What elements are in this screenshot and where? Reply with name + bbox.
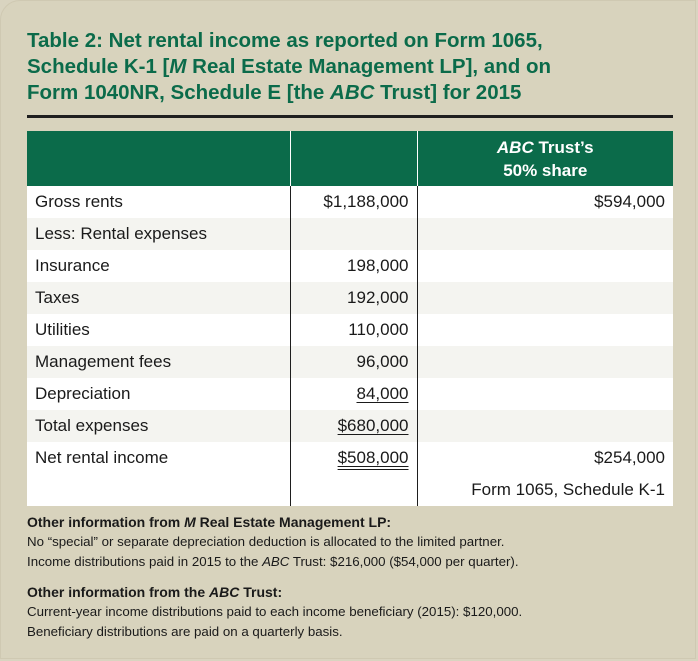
row-amount: 198,000 — [289, 250, 417, 282]
abc-heading-part: Trust: — [239, 584, 283, 600]
row-share — [416, 346, 673, 378]
m-notes-heading: Other information from M Real Estate Man… — [27, 512, 677, 532]
row-share: $254,000 Form 1065, Schedule K-1 — [416, 442, 673, 506]
header-share-c: 50% share — [503, 160, 588, 180]
header-col-share: ABC Trust’s 50% share — [416, 131, 673, 186]
table-row: Utilities 110,000 — [27, 314, 673, 346]
row-amount: 192,000 — [289, 282, 417, 314]
row-share-value: $254,000 — [594, 448, 665, 467]
abc-note-line: Current-year income distributions paid t… — [27, 604, 523, 619]
table-row: Gross rents $1,188,000 $594,000 — [27, 186, 673, 218]
row-amount-value: $508,000 — [337, 448, 409, 467]
m-note-part: Income distributions paid in 2015 to the — [27, 554, 263, 569]
table-row: Insurance 198,000 — [27, 250, 673, 282]
header-col-amount — [289, 131, 417, 186]
row-amount: 110,000 — [289, 314, 417, 346]
table-title: Table 2: Net rental income as reported o… — [27, 28, 677, 106]
row-share — [416, 282, 673, 314]
header-share-a: ABC — [496, 137, 534, 157]
row-share — [416, 250, 673, 282]
table-row: Taxes 192,000 — [27, 282, 673, 314]
notes-spacer — [27, 572, 677, 582]
row-label: Depreciation — [27, 378, 290, 410]
row-label: Less: Rental expenses — [27, 218, 290, 250]
row-label: Insurance — [27, 250, 290, 282]
row-share — [416, 410, 673, 442]
m-note-line: No “special” or separate depreciation de… — [27, 534, 505, 549]
m-heading-part: Real Estate Management LP: — [195, 514, 392, 530]
row-share — [416, 218, 673, 250]
table-row: Less: Rental expenses — [27, 218, 673, 250]
title-line-3b: ABC — [330, 81, 375, 104]
rental-income-table: ABC Trust’s 50% share Gross rents $1,188,… — [27, 131, 673, 506]
abc-notes-heading: Other information from the ABC Trust: — [27, 582, 677, 602]
footnotes: Other information from M Real Estate Man… — [27, 512, 677, 642]
table-row: Management fees 96,000 — [27, 346, 673, 378]
row-amount: 96,000 — [289, 346, 417, 378]
row-amount: $1,188,000 — [289, 186, 417, 218]
title-line-2b: M — [169, 55, 187, 78]
header-col-label — [27, 131, 290, 186]
m-heading-part: M — [184, 514, 196, 530]
m-heading-part: Other information from — [27, 514, 185, 530]
m-note-part: Trust: $216,000 ($54,000 per quarter). — [289, 554, 519, 569]
m-note-line: Income distributions paid in 2015 to the… — [27, 552, 677, 572]
abc-note-line: Beneficiary distributions are paid on a … — [27, 624, 343, 639]
abc-heading-part: Other information from the — [27, 584, 209, 600]
title-line-2a: Schedule K-1 [ — [27, 55, 170, 78]
table-header-row: ABC Trust’s 50% share — [27, 131, 673, 186]
row-label: Gross rents — [27, 186, 290, 218]
row-share — [416, 314, 673, 346]
title-line-3c: Trust] for 2015 — [374, 81, 522, 104]
title-line-1: Table 2: Net rental income as reported o… — [27, 29, 543, 52]
row-share — [416, 378, 673, 410]
title-line-2c: Real Estate Management LP], and on — [186, 55, 551, 78]
row-amount: 84,000 — [289, 378, 417, 410]
row-label: Taxes — [27, 282, 290, 314]
m-note-part: ABC — [262, 554, 290, 569]
title-line-3a: Form 1040NR, Schedule E [the — [27, 81, 331, 104]
header-share-b: Trust’s — [533, 137, 594, 157]
row-label: Total expenses — [27, 410, 290, 442]
row-label: Utilities — [27, 314, 290, 346]
row-amount: $508,000 — [289, 442, 417, 506]
abc-heading-part: ABC — [209, 584, 240, 600]
row-amount-value: $680,000 — [337, 416, 409, 435]
table-row: Depreciation 84,000 — [27, 378, 673, 410]
table-row: Net rental income $508,000 $254,000 Form … — [27, 442, 673, 506]
row-amount — [289, 218, 417, 250]
row-share-note: Form 1065, Schedule K-1 — [471, 480, 665, 499]
title-divider — [27, 115, 673, 118]
row-share: $594,000 — [416, 186, 673, 218]
row-amount-value: 84,000 — [356, 384, 409, 403]
row-label: Net rental income — [27, 442, 290, 506]
table-row: Total expenses $680,000 — [27, 410, 673, 442]
row-label: Management fees — [27, 346, 290, 378]
row-amount: $680,000 — [289, 410, 417, 442]
